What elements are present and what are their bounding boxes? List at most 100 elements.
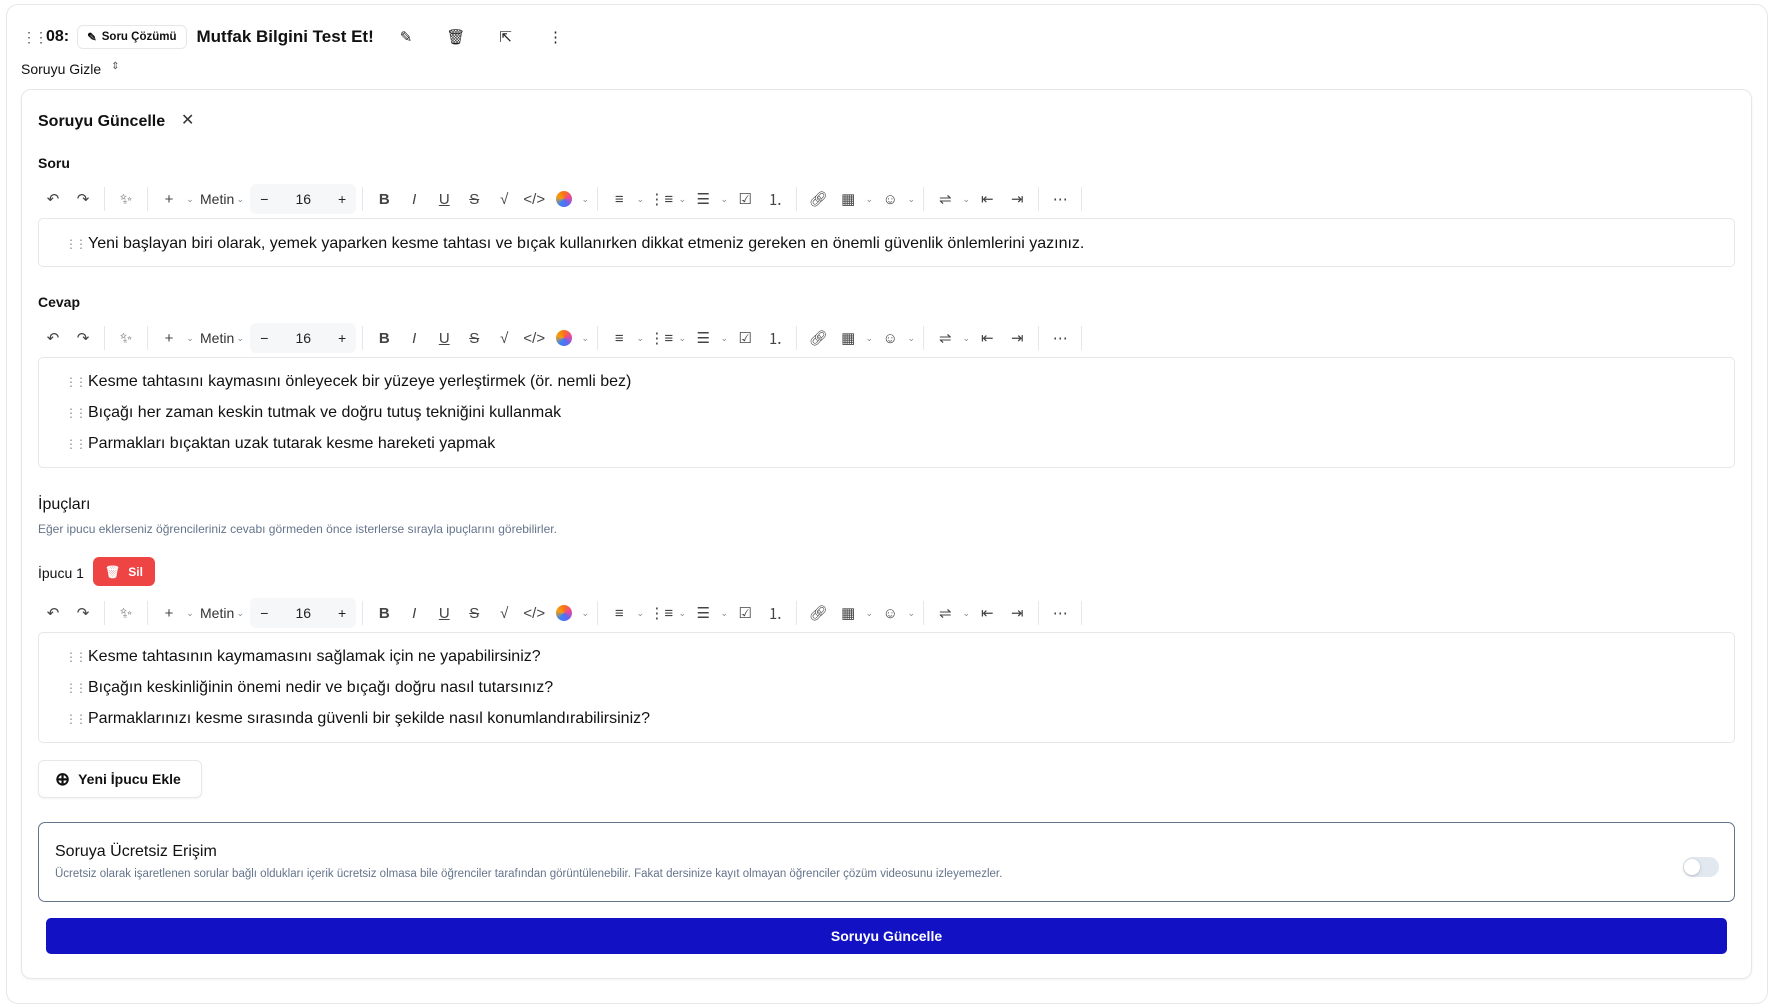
minus-icon[interactable]: − <box>260 330 269 346</box>
text-style-select[interactable]: Metin ⌄ <box>196 605 250 621</box>
numbered-list-icon[interactable]: ⒈ <box>767 330 783 348</box>
ordered-list-icon[interactable]: ⋮≡ <box>649 330 674 347</box>
bullet-list-icon[interactable]: ☰ <box>696 330 710 347</box>
editor-paragraph[interactable]: ⋮⋮ Parmaklarınızı kesme sırasında güvenli… <box>39 703 1734 734</box>
trash-icon[interactable]: 🗑︎ <box>446 29 466 46</box>
drag-handle-icon[interactable]: ⋮⋮ <box>65 236 87 251</box>
redo-icon[interactable]: ↷ <box>76 330 90 347</box>
strikethrough-icon[interactable]: S <box>469 329 480 347</box>
chevron-down-icon[interactable]: ⌄ <box>865 332 873 343</box>
drag-handle-icon[interactable]: ⋮⋮ <box>65 711 87 726</box>
italic-icon[interactable]: I <box>412 604 417 622</box>
magic-wand-icon[interactable]: ✨︎ <box>119 329 133 347</box>
chevron-down-icon[interactable]: ⌄ <box>962 332 970 343</box>
text-color-button[interactable] <box>549 323 579 353</box>
font-size-value[interactable]: 16 <box>295 191 312 207</box>
code-icon[interactable]: </> <box>523 329 546 347</box>
chevron-down-icon[interactable]: ⌄ <box>186 332 194 343</box>
font-size-value[interactable]: 16 <box>295 330 312 346</box>
table-icon[interactable]: ▦ <box>841 330 856 347</box>
chevron-down-icon[interactable]: ⌄ <box>865 607 873 618</box>
indent-icon[interactable]: ⇥ <box>1010 191 1024 208</box>
solution-button[interactable]: ✎ Soru Çözümü <box>77 25 187 49</box>
magic-wand-icon[interactable]: ✨︎ <box>119 190 133 208</box>
drag-handle-icon[interactable]: ⋮⋮ <box>22 28 48 45</box>
insert-plus-icon[interactable]: + <box>164 604 174 622</box>
delete-hint-button[interactable]: 🗑︎ Sil <box>93 557 155 586</box>
emoji-icon[interactable]: ☺ <box>882 604 898 622</box>
formula-icon[interactable]: √ <box>500 329 509 347</box>
bullet-list-icon[interactable]: ☰ <box>696 191 710 208</box>
indent-icon[interactable]: ⇥ <box>1010 605 1024 622</box>
chevron-down-icon[interactable]: ⌄ <box>636 332 644 343</box>
text-wrap-icon[interactable]: ⇌ <box>938 191 952 208</box>
link-icon[interactable]: 🔗︎ <box>808 330 828 347</box>
minus-icon[interactable]: − <box>260 191 269 207</box>
task-list-icon[interactable]: ☑ <box>738 330 752 347</box>
plus-icon[interactable]: + <box>338 330 347 346</box>
editor-paragraph[interactable]: ⋮⋮ Kesme tahtasını kaymasını önleyecek bi… <box>39 366 1734 397</box>
link-icon[interactable]: 🔗︎ <box>808 605 828 622</box>
plus-icon[interactable]: + <box>338 605 347 621</box>
text-color-button[interactable] <box>549 598 579 628</box>
chevron-down-icon[interactable]: ⌄ <box>678 607 686 618</box>
chevron-down-icon[interactable]: ⌄ <box>907 193 915 204</box>
magic-wand-icon[interactable]: ✨︎ <box>119 604 133 622</box>
italic-icon[interactable]: I <box>412 190 417 208</box>
ordered-list-icon[interactable]: ⋮≡ <box>649 605 674 622</box>
strikethrough-icon[interactable]: S <box>469 604 480 622</box>
undo-icon[interactable]: ↶ <box>46 330 60 347</box>
font-size-stepper[interactable]: − 16 + <box>250 323 357 353</box>
code-icon[interactable]: </> <box>523 604 546 622</box>
text-wrap-icon[interactable]: ⇌ <box>938 330 952 347</box>
bullet-list-icon[interactable]: ☰ <box>696 605 710 622</box>
outdent-icon[interactable]: ⇤ <box>980 191 994 208</box>
editor-paragraph[interactable]: ⋮⋮ Yeni başlayan biri olarak, yemek yapar… <box>39 228 1734 259</box>
underline-icon[interactable]: U <box>438 329 450 347</box>
hide-question-toggle[interactable]: Soruyu Gizle ⇕ <box>21 61 120 77</box>
redo-icon[interactable]: ↷ <box>76 191 90 208</box>
undo-icon[interactable]: ↶ <box>46 605 60 622</box>
plus-icon[interactable]: + <box>338 191 347 207</box>
editor-paragraph[interactable]: ⋮⋮ Bıçağın keskinliğinin önemi nedir ve b… <box>39 672 1734 703</box>
font-size-stepper[interactable]: − 16 + <box>250 184 357 214</box>
drag-handle-icon[interactable]: ⋮⋮ <box>65 374 87 389</box>
update-question-button[interactable]: Soruyu Güncelle <box>46 918 1727 954</box>
chevron-down-icon[interactable]: ⌄ <box>962 193 970 204</box>
emoji-icon[interactable]: ☺ <box>882 329 898 347</box>
close-icon[interactable]: ✕ <box>181 112 195 129</box>
chevron-down-icon[interactable]: ⌄ <box>720 193 728 204</box>
insert-plus-icon[interactable]: + <box>164 190 174 208</box>
chevron-down-icon[interactable]: ⌄ <box>581 193 589 204</box>
outdent-icon[interactable]: ⇤ <box>980 605 994 622</box>
chevron-down-icon[interactable]: ⌄ <box>720 332 728 343</box>
underline-icon[interactable]: U <box>438 190 450 208</box>
open-external-icon[interactable]: ⇱ <box>499 29 512 46</box>
bold-icon[interactable]: B <box>378 329 390 347</box>
task-list-icon[interactable]: ☑ <box>738 605 752 622</box>
answer-editor[interactable]: ⋮⋮ Kesme tahtasını kaymasını önleyecek bi… <box>38 357 1735 468</box>
code-icon[interactable]: </> <box>523 190 546 208</box>
chevron-down-icon[interactable]: ⌄ <box>865 193 873 204</box>
font-size-value[interactable]: 16 <box>295 605 312 621</box>
chevron-down-icon[interactable]: ⌄ <box>907 332 915 343</box>
more-vertical-icon[interactable]: ⋮ <box>547 29 563 46</box>
chevron-down-icon[interactable]: ⌄ <box>678 332 686 343</box>
minus-icon[interactable]: − <box>260 605 269 621</box>
task-list-icon[interactable]: ☑ <box>738 191 752 208</box>
more-horizontal-icon[interactable]: ⋯ <box>1052 330 1068 347</box>
more-horizontal-icon[interactable]: ⋯ <box>1052 191 1068 208</box>
align-left-icon[interactable]: ≡ <box>614 190 624 208</box>
chevron-down-icon[interactable]: ⌄ <box>907 607 915 618</box>
chevron-down-icon[interactable]: ⌄ <box>962 607 970 618</box>
editor-paragraph[interactable]: ⋮⋮ Bıçağı her zaman keskin tutmak ve doğr… <box>39 397 1734 428</box>
pencil-icon[interactable]: ✎ <box>399 29 413 46</box>
hint-1-editor[interactable]: ⋮⋮ Kesme tahtasının kaymamasını sağlamak … <box>38 632 1735 743</box>
insert-plus-icon[interactable]: + <box>164 329 174 347</box>
align-left-icon[interactable]: ≡ <box>614 329 624 347</box>
drag-handle-icon[interactable]: ⋮⋮ <box>65 680 87 695</box>
chevron-down-icon[interactable]: ⌄ <box>636 607 644 618</box>
chevron-down-icon[interactable]: ⌄ <box>720 607 728 618</box>
redo-icon[interactable]: ↷ <box>76 605 90 622</box>
bold-icon[interactable]: B <box>378 604 390 622</box>
